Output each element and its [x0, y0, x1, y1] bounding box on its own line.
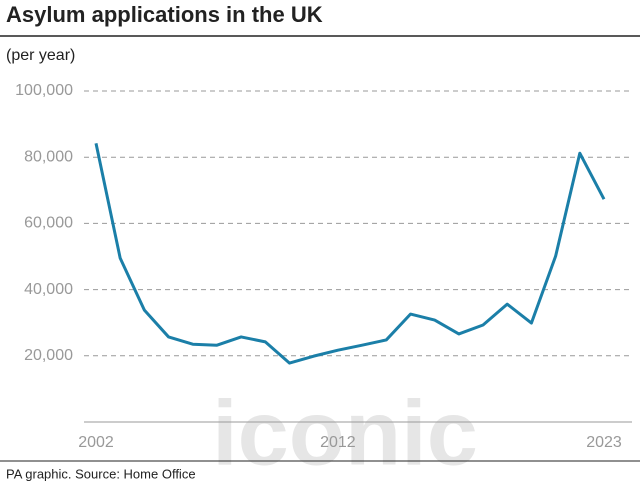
watermark: iconic	[212, 382, 478, 484]
y-tick-label: 60,000	[24, 215, 73, 232]
y-tick-label: 100,000	[15, 82, 73, 99]
y-tick-label: 80,000	[24, 148, 73, 165]
y-tick-label: 40,000	[24, 281, 73, 298]
x-tick-label: 2002	[78, 434, 114, 451]
source: PA graphic. Source: Home Office	[6, 466, 196, 481]
y-tick-label: 20,000	[24, 347, 73, 364]
subtitle: (per year)	[6, 47, 75, 64]
x-tick-label: 2012	[320, 434, 356, 451]
data-line	[94, 142, 606, 365]
x-tick-label: 2023	[586, 434, 622, 451]
chart-title: Asylum applications in the UK	[6, 2, 323, 27]
